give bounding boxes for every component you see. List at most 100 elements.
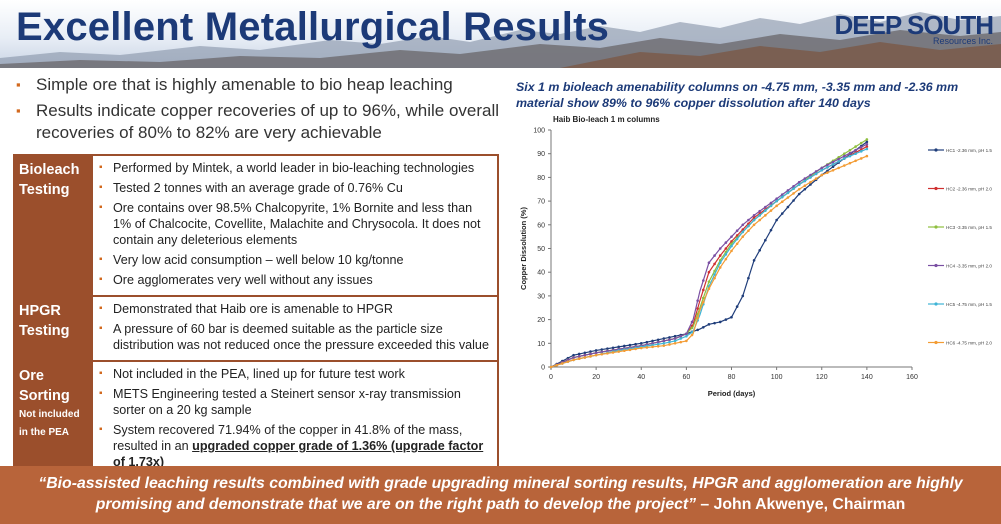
series-point [747,222,750,225]
series-point [854,159,857,163]
series-point [752,216,756,219]
legend-marker [934,186,938,191]
series-point [606,349,609,353]
series-point [679,340,683,344]
series-point [837,160,840,163]
legend-marker [934,225,938,229]
series-point [854,148,857,152]
series-point [685,339,688,343]
series-point [701,279,705,282]
series-point [803,179,807,183]
series-point [752,214,756,217]
series-point [803,177,807,180]
series-point [780,212,784,215]
series-point [837,155,840,159]
series-point [600,350,604,354]
x-tick-label: 140 [861,374,873,381]
series-point [690,326,694,330]
series-point [730,249,733,253]
y-tick-label: 90 [537,151,545,158]
mountain-landscape-image [0,0,1001,68]
series-line [550,141,868,368]
series-point [752,223,756,227]
series-point [831,163,835,166]
series-point [758,209,762,213]
series-point [651,343,654,347]
series-point [764,238,767,242]
series-point [634,342,637,346]
series-point [843,152,846,155]
series-point [786,189,790,192]
series-point [865,154,869,158]
series-point [741,228,745,231]
series-point [606,352,609,355]
intro-bullet: Simple ore that is highly amenable to bi… [14,74,509,96]
series-point [775,199,778,203]
y-tick-label: 80 [537,175,545,182]
series-point [651,345,654,349]
series-point [589,355,592,358]
series-point [668,340,671,344]
series-point [859,150,863,153]
series-point [741,235,745,238]
bioleach-line-chart: Haib Bio-leach 1 m columns 0 10 20 30 40 50 60 7… [519,115,992,398]
series-line [550,138,868,368]
series-point [656,338,660,342]
row-heading-note: Not included in the PEA [19,409,80,438]
y-tick-label: 0 [541,365,545,372]
series-point [730,240,733,243]
table-row-ore-sorting: Ore Sorting Not included in the PEA Not … [13,360,499,479]
series-point [735,229,739,233]
row-body: Performed by Mintek, a world leader in b… [91,154,499,297]
series-point [758,218,762,222]
series-point [673,339,677,343]
series-point [583,353,587,357]
list-item: Tested 2 tonnes with an average grade of… [97,180,493,196]
series-point [572,358,575,362]
series-point [797,187,801,191]
series-point [859,148,863,151]
series-point [780,195,784,199]
series-point [843,164,846,167]
series-point [747,229,750,233]
company-logo: DEEP SOUTH Resources Inc. [834,12,994,46]
series-point [820,168,824,172]
series-point [696,299,699,302]
series-point [577,355,581,358]
series-point [651,339,654,343]
series-point [797,183,801,186]
series-point [826,166,829,169]
series-point [724,318,728,321]
series-point [752,259,756,262]
series-point [769,228,773,232]
list-item: METS Engineering tested a Steinert senso… [97,386,493,418]
series-point [859,157,863,160]
series-point [685,332,688,336]
series-point [696,328,699,332]
y-tick-label: 30 [537,293,545,300]
series-point [741,223,745,227]
legend-label: HC5 -4.75 mm, pH 1.5 [946,302,992,307]
series-point [792,192,795,195]
series-point [701,296,705,300]
series-point [662,339,666,343]
series-point [656,342,660,346]
series-point [577,352,581,356]
series-point [662,337,666,340]
series-point [741,294,745,298]
series-point [764,205,767,209]
series-point [589,352,592,356]
series-point [865,142,869,146]
series-point [718,254,722,257]
x-tick-label: 100 [771,374,783,381]
series-point [639,342,643,345]
row-heading: HPGR Testing [13,295,93,362]
series-point [792,187,795,190]
series-point [713,269,716,273]
series-point [837,157,840,161]
series-point [718,247,722,250]
series-point [724,253,728,256]
x-tick-label: 120 [816,374,828,381]
series-point [696,307,699,310]
series-point [848,154,852,158]
